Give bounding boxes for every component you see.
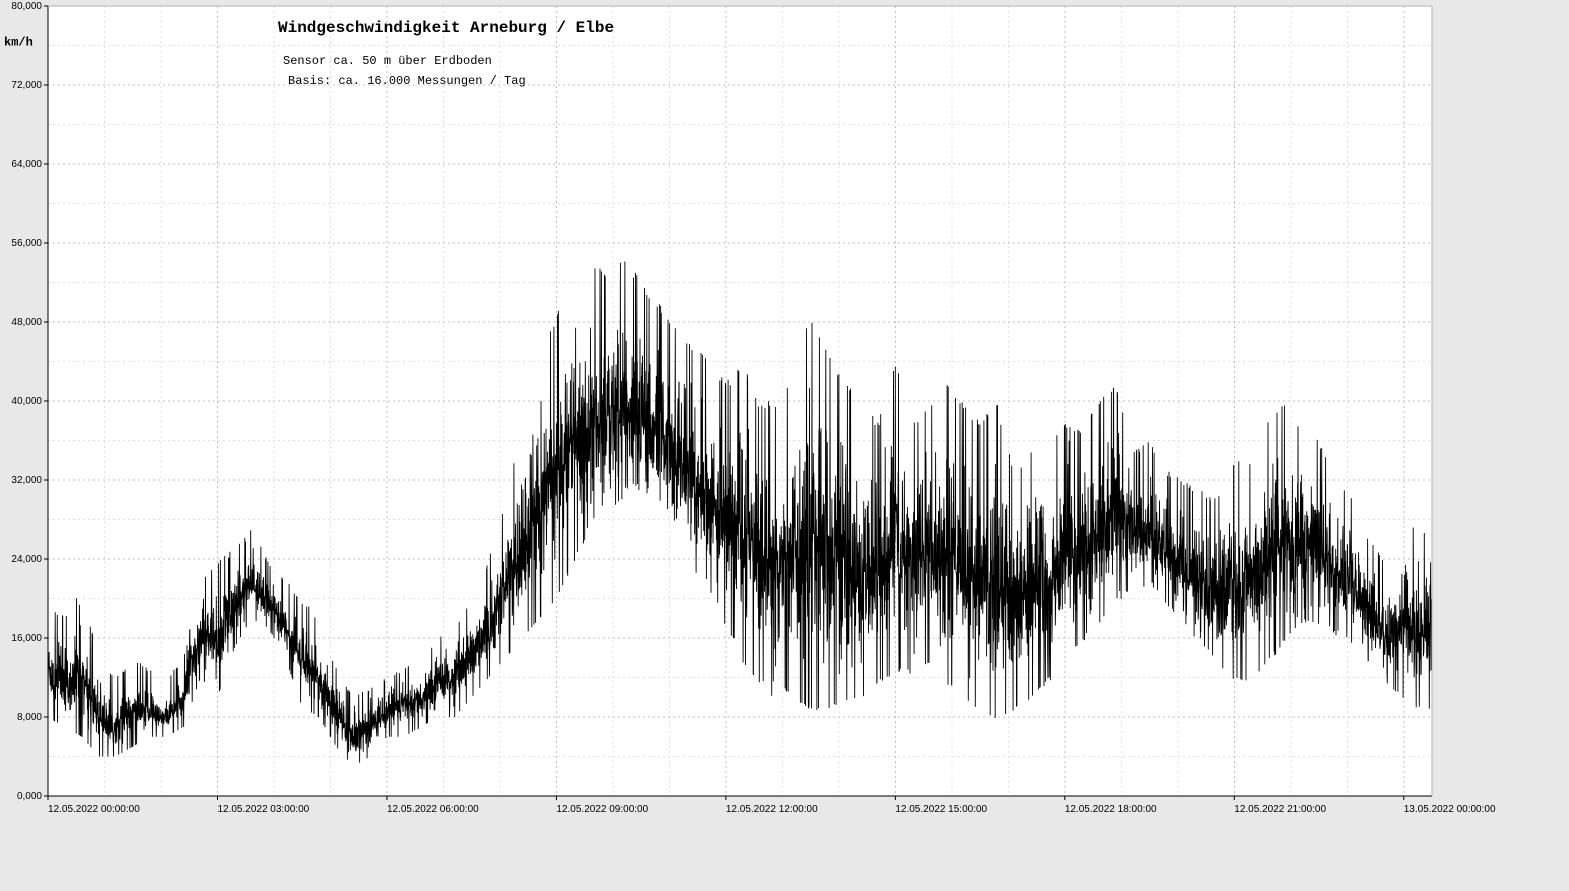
x-tick-label: 13.05.2022 00:00:00: [1404, 804, 1496, 815]
y-tick-label: 56,000: [11, 238, 42, 249]
x-tick-label: 12.05.2022 15:00:00: [895, 804, 987, 815]
y-tick-label: 40,000: [11, 396, 42, 407]
chart-title: Windgeschwindigkeit Arneburg / Elbe: [278, 19, 614, 37]
x-tick-label: 12.05.2022 21:00:00: [1234, 804, 1326, 815]
y-axis-label: km/h: [4, 36, 33, 50]
chart-subtitle-basis: Basis: ca. 16.000 Messungen / Tag: [288, 74, 526, 88]
x-tick-label: 12.05.2022 03:00:00: [217, 804, 309, 815]
x-tick-label: 12.05.2022 09:00:00: [556, 804, 648, 815]
x-tick-label: 12.05.2022 18:00:00: [1065, 804, 1157, 815]
x-tick-label: 12.05.2022 12:00:00: [726, 804, 818, 815]
y-tick-label: 16,000: [11, 633, 42, 644]
y-tick-label: 8,000: [17, 712, 42, 723]
chart-subtitle-sensor: Sensor ca. 50 m über Erdboden: [283, 54, 492, 68]
x-tick-label: 12.05.2022 00:00:00: [48, 804, 140, 815]
y-tick-label: 72,000: [11, 80, 42, 91]
x-tick-labels: 12.05.2022 00:00:00 12.05.2022 03:00:00 12…: [48, 804, 1496, 815]
y-tick-label: 32,000: [11, 475, 42, 486]
y-tick-label: 80,000: [11, 1, 42, 12]
y-tick-label: 64,000: [11, 159, 42, 170]
wind-speed-chart: 0,000 8,000 16,000 24,000 32,000 40,000 48,000…: [0, 0, 1569, 891]
y-tick-label: 0,000: [17, 791, 42, 802]
x-tick-label: 12.05.2022 06:00:00: [387, 804, 479, 815]
y-tick-label: 24,000: [11, 554, 42, 565]
y-tick-label: 48,000: [11, 317, 42, 328]
